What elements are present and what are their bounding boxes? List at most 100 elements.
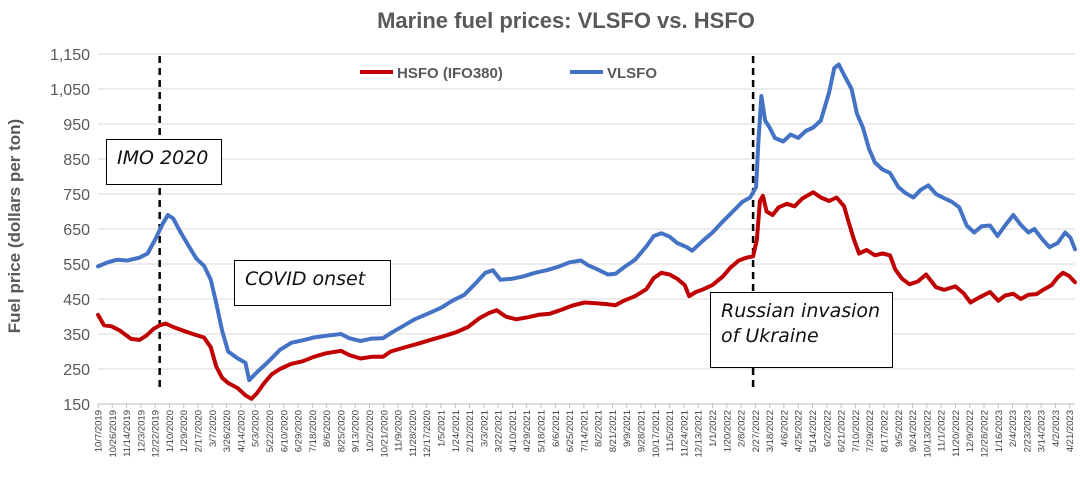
x-tick-label: 7/18/2020 [308, 410, 319, 452]
x-tick-label: 10/2/2020 [365, 410, 376, 452]
x-tick-label: 3/26/2020 [222, 410, 233, 452]
x-tick-label: 2/27/2022 [751, 410, 762, 452]
x-tick-label: 3/7/2020 [208, 410, 219, 447]
y-tick-labels: 150 250 350 450 550 650 750 850 950 1,050 1,150 [50, 47, 90, 414]
x-tick-label: 12/17/2020 [422, 410, 433, 458]
x-tick-label: 3/22/2021 [494, 410, 505, 452]
x-tick-label: 8/21/2021 [608, 410, 619, 452]
series-line-vlsfo [96, 62, 1077, 383]
x-tick-label: 12/13/2021 [694, 410, 705, 458]
x-tick-label: 4/6/2022 [779, 410, 790, 447]
x-tick-label: 3/14/2023 [1037, 410, 1048, 452]
legend: HSFO (IFO380) VLSFO [360, 65, 657, 82]
annotation-covid-onset-text: COVID onset [245, 268, 366, 290]
x-tick-label: 4/21/2023 [1065, 410, 1076, 452]
x-tick-label: 1/24/2021 [451, 410, 462, 452]
x-tick-label: 1/29/2020 [179, 410, 190, 452]
y-tick-label: 750 [63, 187, 90, 204]
x-tick-label: 4/2/2023 [1051, 410, 1062, 447]
x-tick-label: 12/3/2019 [136, 410, 147, 452]
x-tick-labels: 10/7/2019 10/26/2019 11/14/2019 12/3/2019 12… [94, 404, 1076, 458]
vline-layer [158, 56, 755, 392]
y-tick-label: 150 [63, 397, 90, 414]
x-tick-label: 10/26/2019 [108, 410, 119, 458]
x-tick-label: 4/29/2021 [522, 410, 533, 452]
y-tick-label: 850 [63, 152, 90, 169]
y-tick-label: 450 [63, 292, 90, 309]
grid-layer [98, 53, 1075, 405]
x-tick-label: 7/29/2022 [865, 410, 876, 452]
x-tick-label: 4/25/2022 [794, 410, 805, 452]
x-tick-label: 12/28/2022 [980, 410, 991, 458]
x-tick-label: 5/3/2020 [251, 410, 262, 447]
series-line-hsfo [96, 190, 1077, 401]
series-layer [96, 62, 1077, 401]
x-tick-label: 4/14/2020 [236, 410, 247, 452]
x-tick-label: 1/5/2021 [437, 410, 448, 447]
x-tick-label: 9/13/2020 [351, 410, 362, 452]
x-tick-label: 6/29/2020 [294, 410, 305, 452]
x-tick-label: 8/6/2020 [322, 410, 333, 447]
y-tick-label: 650 [63, 222, 90, 239]
x-tick-label: 6/21/2022 [837, 410, 848, 452]
x-tick-label: 11/14/2019 [122, 410, 133, 457]
x-tick-label: 2/4/2023 [1008, 410, 1019, 447]
y-tick-label: 250 [63, 362, 90, 379]
y-tick-label: 950 [63, 117, 90, 134]
annotation-russian-invasion: Russian invasion of Ukraine [710, 292, 893, 368]
x-tick-label: 7/14/2021 [579, 410, 590, 452]
x-tick-label: 5/14/2022 [808, 410, 819, 452]
x-tick-label: 6/10/2020 [279, 410, 290, 452]
y-tick-label: 1,050 [50, 82, 90, 99]
x-tick-label: 10/17/2021 [651, 410, 662, 458]
annotation-russian-invasion-text: Russian invasion of Ukraine [721, 300, 881, 347]
x-tick-label: 1/1/2022 [708, 410, 719, 447]
legend-label-vlsfo: VLSFO [607, 65, 657, 82]
x-tick-label: 11/5/2021 [665, 410, 676, 452]
x-tick-label: 9/5/2022 [894, 410, 905, 447]
x-tick-label: 11/1/2022 [937, 410, 948, 452]
x-tick-label: 8/25/2020 [336, 410, 347, 452]
x-tick-label: 9/9/2021 [622, 410, 633, 447]
x-tick-label: 11/20/2022 [951, 410, 962, 457]
x-tick-label: 10/21/2020 [379, 410, 390, 458]
x-tick-label: 1/16/2023 [994, 410, 1005, 452]
x-tick-label: 8/2/2021 [594, 410, 605, 447]
x-tick-label: 10/7/2019 [94, 410, 105, 452]
x-tick-label: 3/18/2022 [765, 410, 776, 452]
y-axis-label: Fuel price (dollars per ton) [5, 119, 24, 333]
x-tick-label: 5/18/2021 [537, 410, 548, 452]
x-tick-label: 12/9/2022 [965, 410, 976, 452]
x-tick-label: 1/20/2022 [722, 410, 733, 452]
y-tick-label: 550 [63, 257, 90, 274]
annotation-imo-2020: IMO 2020 [106, 139, 222, 185]
x-tick-label: 11/28/2020 [408, 410, 419, 457]
x-tick-label: 8/17/2022 [880, 410, 891, 452]
x-tick-label: 6/6/2021 [551, 410, 562, 447]
x-tick-label: 9/28/2021 [637, 410, 648, 452]
x-tick-label: 2/8/2022 [737, 410, 748, 447]
annotation-imo-2020-text: IMO 2020 [117, 147, 209, 169]
x-tick-label: 1/10/2020 [165, 410, 176, 452]
x-tick-label: 4/10/2021 [508, 410, 519, 452]
x-tick-label: 2/17/2020 [194, 410, 205, 452]
x-tick-label: 9/24/2022 [908, 410, 919, 452]
legend-label-hsfo: HSFO (IFO380) [397, 65, 503, 82]
y-tick-label: 350 [63, 327, 90, 344]
x-tick-label: 2/23/2023 [1022, 410, 1033, 452]
x-tick-label: 11/24/2021 [679, 410, 690, 457]
x-tick-label: 6/2/2022 [822, 410, 833, 447]
x-tick-label: 12/22/2019 [151, 410, 162, 458]
y-tick-label: 1,150 [50, 47, 90, 64]
x-tick-label: 2/12/2021 [465, 410, 476, 452]
chart-title: Marine fuel prices: VLSFO vs. HSFO [377, 8, 755, 33]
x-tick-label: 10/13/2022 [922, 410, 933, 458]
annotation-covid-onset: COVID onset [234, 260, 391, 306]
x-tick-label: 3/3/2021 [479, 410, 490, 447]
x-tick-label: 11/9/2020 [394, 410, 405, 452]
x-tick-label: 7/10/2022 [851, 410, 862, 452]
x-tick-label: 6/25/2021 [565, 410, 576, 452]
x-tick-label: 5/22/2020 [265, 410, 276, 452]
